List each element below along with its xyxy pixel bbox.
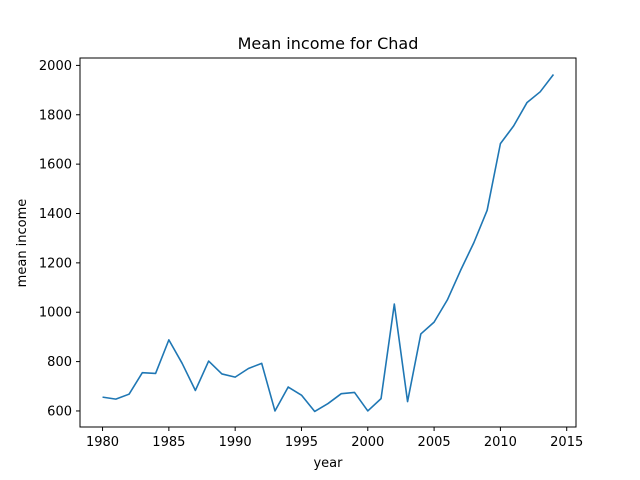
x-tick-label: 1985	[152, 435, 185, 450]
x-tick-label: 2005	[418, 435, 451, 450]
x-tick-label: 2000	[351, 435, 384, 450]
x-tick-label: 1980	[86, 435, 119, 450]
y-tick-label: 2000	[39, 59, 72, 74]
y-tick-label: 1800	[39, 108, 72, 123]
x-tick-label: 1995	[285, 435, 318, 450]
x-axis-ticks: 1980 1985 1990 1995 2000 2005 2010 2015	[86, 427, 583, 450]
y-tick-label: 1200	[39, 256, 72, 271]
chart-title: Mean income for Chad	[238, 34, 419, 53]
x-tick-label: 1990	[219, 435, 252, 450]
axes-frame	[79, 57, 577, 428]
x-tick-label: 2010	[484, 435, 517, 450]
series-line-0	[102, 74, 555, 413]
y-tick-label: 1000	[39, 306, 72, 321]
y-axis-label: mean income	[15, 199, 30, 288]
y-axis-ticks: 600 800 1000 1200 1400 1600 1800 2000	[39, 59, 80, 419]
y-tick-label: 800	[47, 355, 72, 370]
plot-area	[79, 57, 577, 428]
y-tick-label: 1400	[39, 207, 72, 222]
x-tick-label: 2015	[550, 435, 583, 450]
x-axis-label: year	[313, 456, 343, 471]
y-tick-label: 600	[47, 404, 72, 419]
y-tick-label: 1600	[39, 158, 72, 173]
